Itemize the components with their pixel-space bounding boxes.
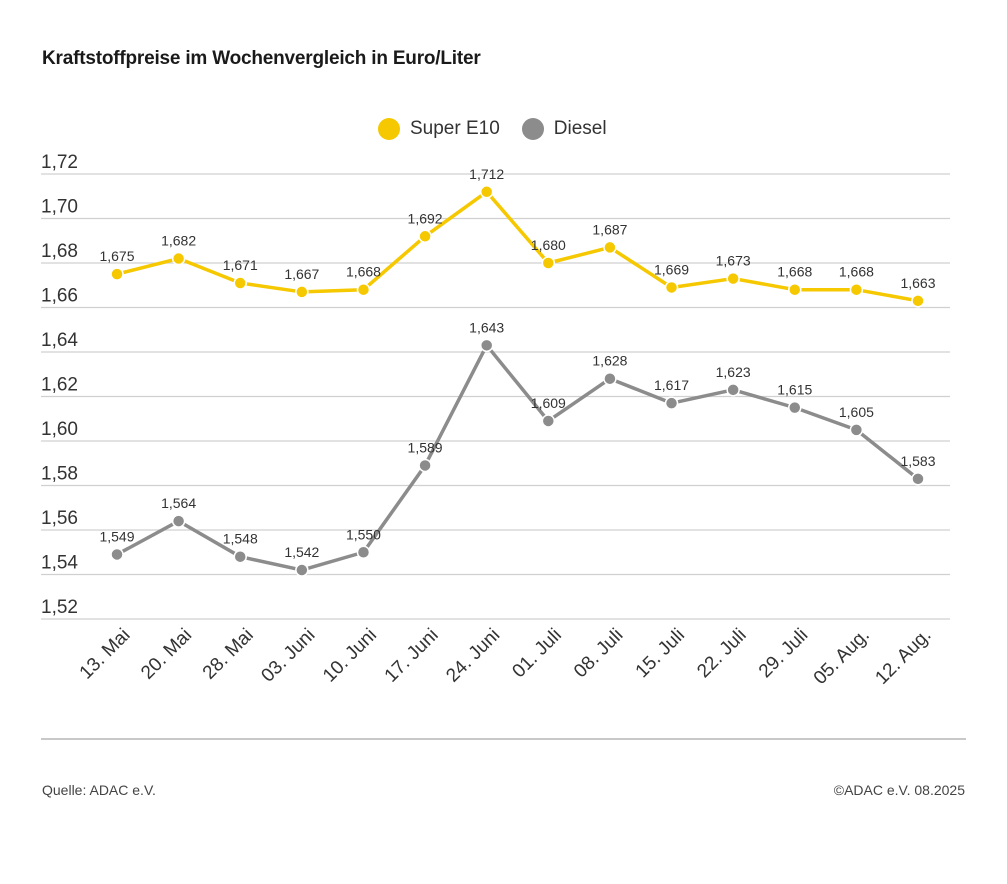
y-tick-label: 1,52	[41, 597, 78, 618]
data-label-diesel: 1,589	[408, 439, 443, 455]
data-point-super	[849, 282, 864, 297]
legend-marker-diesel	[521, 118, 544, 140]
data-point-diesel	[110, 547, 124, 562]
chart-title: Kraftstoffpreise im Wochenvergleich in E…	[42, 48, 481, 69]
data-point-super	[603, 240, 617, 255]
data-label-super: 1,673	[716, 253, 751, 269]
legend-label-diesel: Diesel	[553, 118, 607, 139]
data-label-super: 1,675	[99, 248, 134, 264]
data-label-super: 1,680	[531, 237, 566, 253]
x-tick-label: 20. Mai	[137, 625, 196, 684]
data-label-diesel: 1,605	[839, 404, 874, 420]
data-point-diesel	[233, 549, 247, 564]
data-label-super: 1,692	[408, 210, 443, 226]
data-point-super	[110, 267, 124, 281]
data-point-super	[418, 229, 432, 244]
y-tick-label: 1,72	[41, 152, 78, 173]
y-tick-label: 1,68	[41, 241, 78, 262]
data-label-super: 1,668	[346, 264, 381, 280]
data-point-diesel	[664, 396, 679, 410]
data-point-diesel	[541, 414, 556, 428]
data-label-super: 1,663	[900, 275, 935, 291]
data-point-diesel	[356, 545, 371, 559]
data-point-super	[726, 271, 740, 286]
y-tick-label: 1,62	[41, 375, 78, 396]
series-line-diesel	[116, 343, 920, 572]
data-label-diesel: 1,550	[346, 526, 381, 542]
data-label-diesel: 1,583	[900, 453, 935, 469]
data-label-super: 1,687	[592, 221, 627, 237]
legend-marker-super	[378, 118, 400, 140]
x-tick-label: 17. Juni	[381, 625, 443, 687]
data-point-diesel	[603, 371, 617, 386]
x-tick-label: 01. Juli	[508, 625, 565, 682]
y-tick-label: 1,60	[41, 419, 78, 440]
data-point-diesel	[788, 400, 802, 415]
copyright-note: ©ADAC e.V. 08.2025	[833, 782, 965, 798]
data-label-diesel: 1,628	[592, 353, 627, 369]
data-label-diesel: 1,542	[284, 544, 319, 560]
legend-item-diesel: Diesel	[521, 118, 607, 140]
data-label-super: 1,682	[161, 233, 196, 249]
data-label-diesel: 1,615	[777, 382, 812, 398]
data-point-diesel	[726, 383, 740, 397]
data-point-diesel	[171, 514, 186, 528]
data-label-diesel: 1,623	[716, 364, 751, 380]
data-label-diesel: 1,549	[99, 528, 134, 544]
data-label-diesel: 1,548	[223, 531, 258, 547]
y-tick-label: 1,54	[41, 553, 78, 574]
data-label-diesel: 1,643	[469, 319, 504, 335]
data-point-diesel	[479, 338, 494, 353]
x-tick-label: 28. Mai	[199, 625, 258, 684]
data-label-super: 1,667	[284, 266, 319, 282]
data-point-diesel	[418, 458, 432, 473]
data-label-super: 1,671	[223, 257, 258, 273]
x-tick-label: 12. Aug.	[871, 625, 935, 689]
data-label-super: 1,668	[777, 264, 812, 280]
data-label-diesel: 1,564	[161, 495, 196, 511]
data-label-super: 1,669	[654, 261, 689, 277]
data-point-super	[356, 282, 371, 297]
source-note: Quelle: ADAC e.V.	[42, 782, 156, 798]
data-point-super	[233, 276, 247, 290]
data-point-super	[911, 294, 925, 308]
x-tick-label: 29. Juli	[755, 625, 812, 682]
y-tick-label: 1,64	[41, 330, 78, 351]
legend-label-super: Super E10	[410, 118, 500, 139]
data-point-super	[664, 280, 679, 295]
data-label-super: 1,668	[839, 264, 874, 280]
data-label-diesel: 1,609	[531, 395, 566, 411]
data-label-super: 1,712	[469, 166, 504, 182]
x-tick-label: 10. Juni	[319, 625, 381, 687]
legend-item-super: Super E10	[378, 118, 500, 140]
data-point-super	[479, 185, 494, 199]
data-point-super	[171, 251, 186, 266]
series-line-super	[116, 190, 919, 303]
data-point-super	[788, 282, 802, 297]
y-tick-label: 1,56	[41, 508, 78, 529]
x-tick-label: 22. Juli	[693, 625, 750, 682]
footer-divider	[41, 738, 966, 740]
data-point-diesel	[849, 423, 864, 437]
x-tick-label: 03. Juni	[257, 625, 319, 687]
x-tick-label: 13. Mai	[76, 625, 135, 684]
chart-legend: Super E10 Diesel	[378, 118, 629, 140]
data-point-diesel	[911, 472, 925, 486]
data-point-diesel	[295, 563, 309, 577]
data-label-diesel: 1,617	[654, 377, 689, 393]
x-tick-label: 15. Juli	[632, 625, 689, 682]
x-tick-label: 24. Juni	[442, 625, 504, 687]
data-point-super	[541, 256, 556, 270]
y-tick-label: 1,58	[41, 464, 78, 485]
y-tick-label: 1,70	[41, 197, 78, 218]
data-point-super	[295, 285, 309, 299]
x-tick-label: 08. Juli	[570, 625, 627, 682]
x-tick-label: 05. Aug.	[810, 625, 874, 689]
y-tick-label: 1,66	[41, 286, 78, 307]
